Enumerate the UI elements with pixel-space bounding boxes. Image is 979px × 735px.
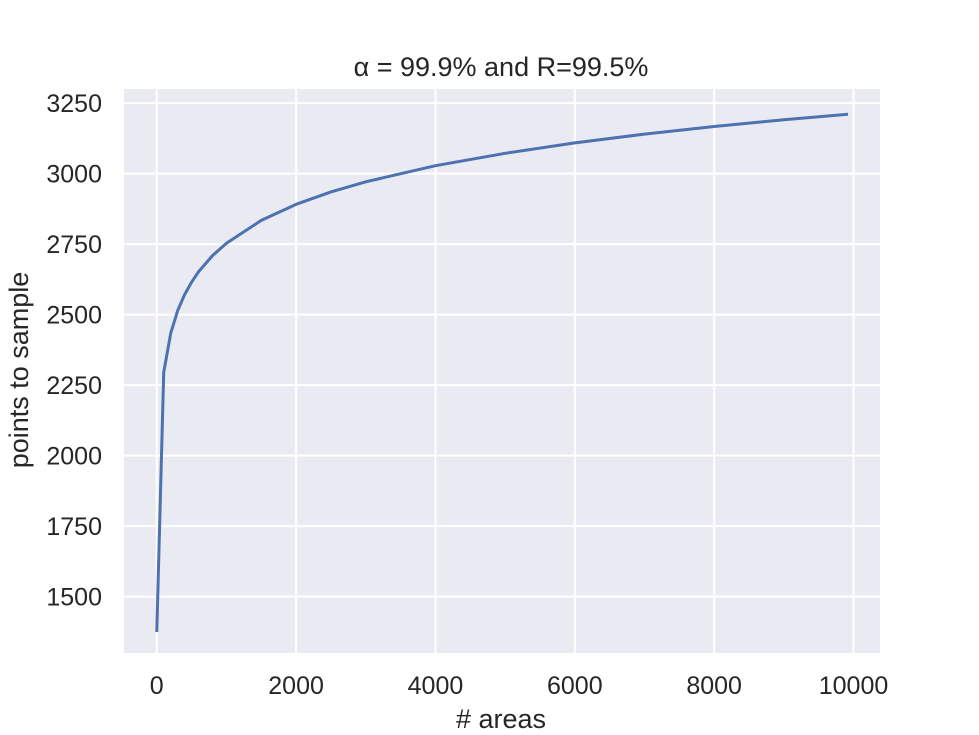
grid-lines xyxy=(124,89,880,653)
y-tick-label-4: 2500 xyxy=(46,302,102,330)
y-tick-label-5: 2750 xyxy=(46,231,102,259)
series-line-0 xyxy=(155,112,849,632)
x-tick-labels: 0 2000 4000 6000 8000 10000 xyxy=(150,672,888,700)
y-axis-label: points to sample xyxy=(4,272,34,469)
y-tick-label-7: 3250 xyxy=(46,90,102,118)
x-tick-label-3: 6000 xyxy=(547,672,603,700)
y-tick-label-2: 2000 xyxy=(46,443,102,471)
x-tick-label-1: 2000 xyxy=(268,672,324,700)
y-tick-label-1: 1750 xyxy=(46,513,102,541)
x-tick-label-0: 0 xyxy=(150,672,164,700)
x-tick-label-5: 10000 xyxy=(819,672,889,700)
y-tick-label-6: 3000 xyxy=(46,161,102,189)
plot-area xyxy=(124,89,880,653)
x-axis-label: # areas xyxy=(456,704,546,734)
y-tick-label-3: 2250 xyxy=(46,372,102,400)
y-tick-label-0: 1500 xyxy=(46,584,102,612)
x-tick-label-2: 4000 xyxy=(408,672,464,700)
series-layer xyxy=(155,112,849,632)
y-tick-labels: 1500 1750 2000 2250 2500 2750 3000 3250 xyxy=(46,90,102,612)
x-tick-label-4: 8000 xyxy=(686,672,742,700)
chart-title: α = 99.9% and R=99.5% xyxy=(354,52,649,82)
